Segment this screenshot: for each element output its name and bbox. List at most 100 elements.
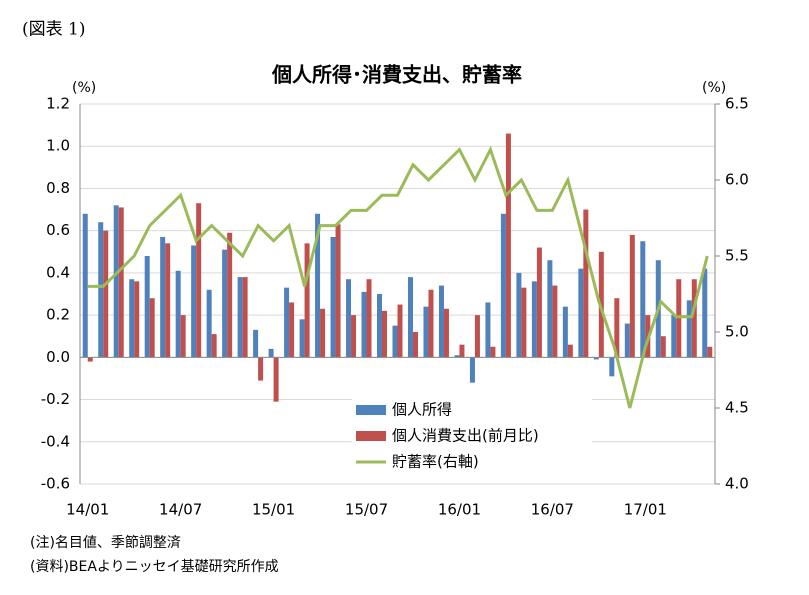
y-tick-label: 1.2 [46, 95, 70, 113]
bar [118, 207, 124, 358]
bar [578, 268, 584, 358]
line-series [87, 145, 709, 409]
bar [237, 277, 243, 358]
bar [149, 298, 155, 358]
bar [253, 329, 259, 358]
x-tick-label: 14/07 [159, 501, 202, 519]
bar [196, 203, 202, 358]
bar [485, 302, 491, 358]
bar [640, 241, 646, 358]
y2-tick-label: 6.5 [725, 95, 749, 113]
bar [304, 243, 310, 358]
bar [346, 279, 352, 358]
y-tick-label: -0.4 [41, 432, 70, 450]
bar [454, 355, 460, 358]
bar [423, 306, 429, 358]
bar [165, 243, 171, 358]
bar [500, 213, 506, 358]
bar [469, 357, 475, 383]
bar [660, 336, 666, 358]
y-tick-label: -0.2 [41, 390, 70, 408]
bar [98, 222, 104, 358]
bar [691, 279, 697, 358]
y-tick-label: -0.6 [41, 475, 70, 493]
bar [459, 344, 465, 358]
bar [521, 287, 527, 358]
bar [191, 245, 197, 358]
note: (注)名目値、季節調整済 [30, 534, 181, 551]
bar [567, 344, 573, 358]
x-tick-label: 14/01 [66, 501, 109, 519]
bar [583, 209, 589, 358]
bar [624, 323, 630, 358]
bar [505, 133, 511, 358]
x-tick-label: 15/01 [252, 501, 295, 519]
bar [242, 277, 248, 358]
y2-tick-label: 6.0 [725, 171, 749, 189]
bar [103, 230, 109, 358]
legend-box [352, 395, 592, 477]
bar [299, 319, 305, 358]
bar [87, 357, 93, 362]
bar [206, 289, 212, 358]
y-tick-label: 0.2 [46, 306, 70, 324]
bar [175, 270, 181, 358]
bar [268, 348, 274, 358]
bar [547, 260, 553, 358]
bar [474, 315, 480, 358]
bar [113, 205, 119, 358]
bar [392, 325, 398, 358]
x-tick-label: 15/07 [345, 501, 388, 519]
bar [222, 249, 228, 358]
bar [671, 315, 677, 358]
bar [438, 285, 444, 358]
bar [361, 291, 367, 358]
bar [351, 315, 357, 358]
bar [180, 315, 186, 358]
bar [284, 287, 290, 358]
bar [490, 346, 496, 358]
bar [552, 285, 558, 358]
bar [289, 302, 295, 358]
legend-swatch [356, 405, 386, 415]
bar [366, 279, 372, 358]
note: (資料)BEAよりニッセイ基礎研究所作成 [30, 558, 279, 575]
bar [707, 346, 713, 358]
y-tick-label: 0.0 [46, 348, 70, 366]
bar [702, 268, 708, 358]
legend-swatch [356, 431, 386, 441]
y2-unit: (%) [702, 80, 726, 96]
bar [82, 213, 88, 358]
bar [330, 237, 336, 358]
y-tick-label: 0.6 [46, 221, 70, 239]
bar [211, 334, 217, 358]
bar [593, 357, 599, 360]
bar [129, 279, 135, 358]
bar [227, 232, 233, 358]
bar [609, 357, 615, 377]
bar [320, 308, 326, 358]
y-tick-label: 0.4 [46, 263, 70, 281]
bar [407, 277, 413, 358]
bar [531, 281, 537, 358]
y2-tick-label: 5.0 [725, 323, 749, 341]
bar [382, 310, 388, 358]
y-tick-label: 0.8 [46, 179, 70, 197]
x-tick-label: 16/07 [531, 501, 574, 519]
legend-label: 個人所得 [392, 401, 452, 419]
bar [258, 357, 264, 381]
bar [397, 304, 403, 358]
y2-tick-label: 4.5 [725, 399, 749, 417]
bar [614, 298, 620, 358]
y-unit: (%) [72, 80, 96, 96]
bar [335, 224, 341, 358]
bar [134, 281, 140, 358]
figure-label: (図表 1) [22, 20, 85, 40]
x-tick-label: 17/01 [624, 501, 667, 519]
bar [428, 289, 434, 358]
chart-title: 個人所得･消費支出、貯蓄率 [271, 63, 522, 87]
bar [144, 256, 150, 358]
bar [315, 213, 321, 358]
legend-label: 個人消費支出(前月比) [392, 427, 539, 445]
